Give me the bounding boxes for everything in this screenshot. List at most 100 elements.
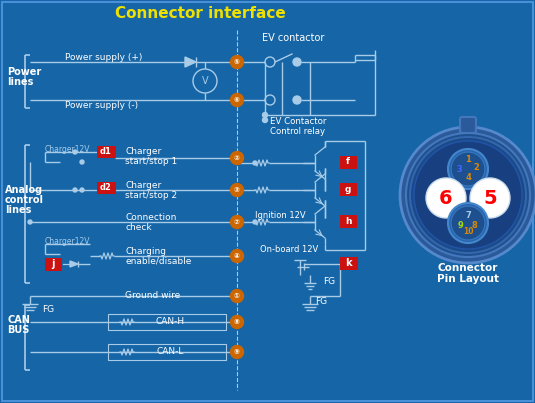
Circle shape — [400, 127, 535, 263]
Text: ②: ② — [234, 155, 240, 161]
Text: 4: 4 — [465, 172, 471, 181]
Text: start/stop 2: start/stop 2 — [125, 191, 177, 199]
Text: FG: FG — [315, 297, 327, 305]
Text: Control relay: Control relay — [270, 127, 325, 135]
Text: control: control — [5, 195, 44, 205]
Circle shape — [80, 188, 84, 192]
Text: EV Contactor: EV Contactor — [270, 118, 326, 127]
Circle shape — [448, 149, 488, 189]
Text: start/stop 1: start/stop 1 — [125, 156, 177, 166]
Circle shape — [470, 178, 510, 218]
Text: 8: 8 — [471, 220, 477, 229]
Text: 6: 6 — [439, 189, 453, 208]
Circle shape — [231, 316, 243, 328]
Text: 10: 10 — [463, 228, 473, 237]
Text: Charger12V: Charger12V — [45, 145, 90, 154]
Text: Charging: Charging — [125, 247, 166, 256]
FancyBboxPatch shape — [340, 183, 356, 195]
FancyBboxPatch shape — [96, 181, 116, 193]
Circle shape — [263, 112, 268, 118]
Text: Charger: Charger — [125, 147, 161, 156]
Circle shape — [28, 220, 32, 224]
Text: Connector: Connector — [438, 263, 498, 273]
Text: FG: FG — [42, 305, 54, 314]
Text: Power: Power — [7, 67, 41, 77]
Text: 3: 3 — [456, 166, 462, 174]
Text: h: h — [345, 216, 351, 226]
Text: V: V — [202, 76, 208, 86]
Text: CAN-L: CAN-L — [156, 347, 184, 357]
Text: ③: ③ — [234, 187, 240, 193]
Text: ⑥: ⑥ — [234, 97, 240, 103]
Text: Charger: Charger — [125, 181, 161, 191]
Text: k: k — [345, 258, 352, 268]
Circle shape — [448, 203, 488, 243]
FancyBboxPatch shape — [44, 258, 62, 270]
Text: Charger12V: Charger12V — [45, 237, 90, 247]
Text: ⑧: ⑧ — [234, 319, 240, 325]
Text: CAN-H: CAN-H — [156, 318, 185, 326]
Circle shape — [80, 160, 84, 164]
Text: FG: FG — [323, 278, 335, 287]
Circle shape — [231, 152, 243, 164]
Circle shape — [406, 133, 530, 257]
Circle shape — [193, 69, 217, 93]
FancyBboxPatch shape — [340, 156, 356, 168]
Text: Power supply (+): Power supply (+) — [65, 52, 142, 62]
Circle shape — [231, 216, 243, 229]
Text: ①: ① — [234, 293, 240, 299]
Circle shape — [231, 183, 243, 197]
Text: 5: 5 — [483, 189, 497, 208]
Text: j: j — [51, 259, 55, 269]
Text: lines: lines — [5, 205, 32, 215]
Text: 2: 2 — [473, 162, 479, 172]
Text: d2: d2 — [100, 183, 112, 192]
Text: Connector interface: Connector interface — [114, 6, 285, 21]
Text: Ground wire: Ground wire — [125, 291, 180, 301]
Circle shape — [253, 220, 257, 224]
Polygon shape — [70, 261, 78, 267]
Text: Pin Layout: Pin Layout — [437, 274, 499, 284]
Circle shape — [293, 96, 301, 104]
Circle shape — [414, 141, 522, 249]
Text: Analog: Analog — [5, 185, 43, 195]
Circle shape — [231, 249, 243, 262]
Text: Ignition 12V: Ignition 12V — [255, 210, 305, 220]
Text: 1: 1 — [465, 156, 471, 164]
Circle shape — [410, 137, 526, 253]
Circle shape — [253, 161, 257, 165]
Text: ④: ④ — [234, 253, 240, 259]
Circle shape — [293, 58, 301, 66]
FancyBboxPatch shape — [460, 117, 476, 133]
Text: d1: d1 — [100, 147, 112, 156]
Text: EV contactor: EV contactor — [262, 33, 324, 43]
Text: ⑨: ⑨ — [234, 349, 240, 355]
Text: 9: 9 — [457, 222, 463, 231]
FancyBboxPatch shape — [340, 256, 357, 270]
Text: On-board 12V: On-board 12V — [260, 245, 318, 255]
FancyBboxPatch shape — [340, 214, 356, 228]
Text: 7: 7 — [465, 210, 471, 220]
Text: enable/disable: enable/disable — [125, 256, 192, 266]
Text: CAN: CAN — [7, 315, 30, 325]
FancyBboxPatch shape — [96, 145, 116, 158]
Text: Connection: Connection — [125, 214, 177, 222]
Polygon shape — [185, 57, 196, 67]
Circle shape — [263, 118, 268, 123]
Text: lines: lines — [7, 77, 33, 87]
Text: BUS: BUS — [7, 325, 29, 335]
Circle shape — [231, 93, 243, 106]
Text: Power supply (-): Power supply (-) — [65, 100, 138, 110]
Circle shape — [231, 289, 243, 303]
Circle shape — [426, 178, 466, 218]
Text: check: check — [125, 222, 151, 231]
Circle shape — [73, 188, 77, 192]
Circle shape — [231, 56, 243, 69]
Circle shape — [451, 206, 485, 240]
Text: g: g — [345, 185, 351, 193]
Circle shape — [73, 150, 77, 154]
Circle shape — [231, 345, 243, 359]
Circle shape — [451, 152, 485, 186]
Text: ⑦: ⑦ — [234, 219, 240, 225]
Text: f: f — [346, 158, 350, 166]
